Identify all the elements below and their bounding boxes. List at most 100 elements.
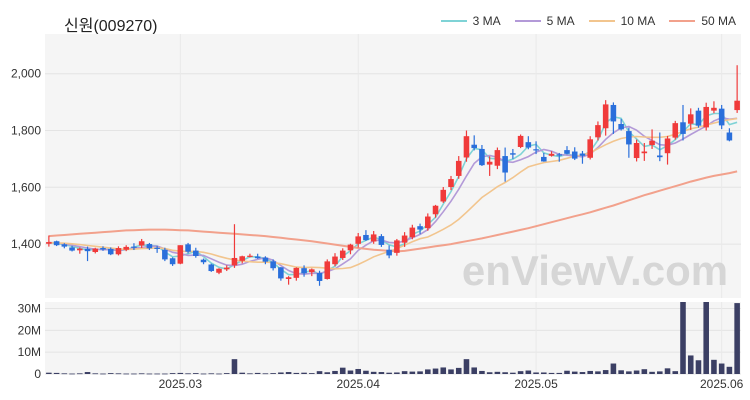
candle-body [92,248,99,253]
volume-bar [285,372,292,374]
volume-bar [185,373,191,375]
legend-item: 50 MA [669,14,736,28]
candle-body [301,268,307,274]
candle-body [200,259,207,263]
volume-bar [231,359,238,374]
volume-bar [711,359,717,374]
volume-bar [610,363,617,374]
legend-item: 10 MA [588,14,655,28]
candle-body [633,143,640,159]
date-tick-label: 2025.06 [700,377,744,391]
candle-body [262,257,269,262]
candle-body [517,135,524,147]
candle-body [254,256,261,259]
volume-bar [200,373,207,375]
candle-body [84,248,91,252]
candle-body [270,261,276,269]
candle-body [107,248,114,255]
volume-bar [734,303,740,374]
candle-body [734,100,740,111]
candle-body [316,273,323,281]
candle-body [347,244,354,251]
date-tick-label: 2025.05 [514,377,558,391]
candle-body [595,125,601,138]
legend-label: 5 MA [546,14,575,28]
volume-bar [564,370,570,374]
candle-body [502,156,508,173]
candle-body [664,138,671,154]
candle-body [672,123,679,138]
volume-bar [680,302,686,374]
candle-body [649,140,655,145]
candle-body [525,142,532,148]
volume-bar [595,371,601,374]
candle-body [548,153,555,156]
volume-bar [602,370,609,374]
volume-bar [247,373,253,375]
volume-bar [479,370,485,374]
volume-bar [525,370,532,374]
volume-bar [223,373,230,374]
volume-bar [115,373,122,375]
volume-bar [463,359,470,374]
volume-bar [626,371,632,374]
volume-bar [718,363,725,374]
chart-legend: 3 MA 5 MA 10 MA 50 MA [440,14,736,28]
legend-label: 50 MA [701,14,736,28]
candle-body [533,149,539,151]
volume-bar [100,373,106,375]
candle-body [169,258,176,265]
candle-body [355,236,361,244]
candle-body [46,242,52,244]
volume-bar [324,372,331,374]
volume-bar [61,373,68,375]
volume-bar [278,372,284,374]
date-axis: 2025.03 2025.04 2025.05 2025.06 [159,377,744,391]
volume-bar [394,372,400,374]
price-panel-bg [45,34,741,298]
candle-body [703,106,709,128]
candle-body [339,250,346,258]
volume-bar [46,372,52,374]
volume-bar [270,373,276,374]
candle-body [386,249,392,256]
volume-bar [339,367,346,374]
candle-body [711,107,717,111]
candle-body [486,161,493,165]
price-tick-label: 2,000 [11,67,41,81]
volume-bar [293,372,300,374]
volume-bar [239,372,245,374]
candle-body [494,150,501,166]
candle-body [216,268,222,273]
volume-axis: 0 10M 20M 30M [18,302,42,381]
legend-swatch [514,20,541,22]
candle-body [417,226,423,230]
volume-bar [425,369,431,374]
candle-body [293,267,300,278]
ma50-line [48,170,738,253]
volume-bar [502,372,508,374]
volume-bar [216,373,222,375]
date-tick-label: 2025.03 [159,377,203,391]
volume-bar [703,302,709,374]
candle-body [123,246,129,250]
volume-bar [432,368,439,374]
candle-body [53,241,60,246]
candle-body [471,144,477,149]
candle-body [409,227,416,238]
candle-body [394,240,400,253]
candle-body [425,216,431,229]
volume-bar [131,373,137,375]
price-tick-label: 1,600 [11,180,41,194]
candle-body [448,179,454,188]
candle-body [626,131,632,145]
candle-body [680,122,686,134]
candle-body [61,244,68,247]
volume-panel-bg [45,302,741,374]
volume-tick-label: 10M [18,345,41,359]
candle-body [146,244,153,249]
volume-bar [123,373,129,375]
volume-bar [448,369,454,374]
volume-bars [46,302,740,375]
volume-bar [301,372,307,374]
